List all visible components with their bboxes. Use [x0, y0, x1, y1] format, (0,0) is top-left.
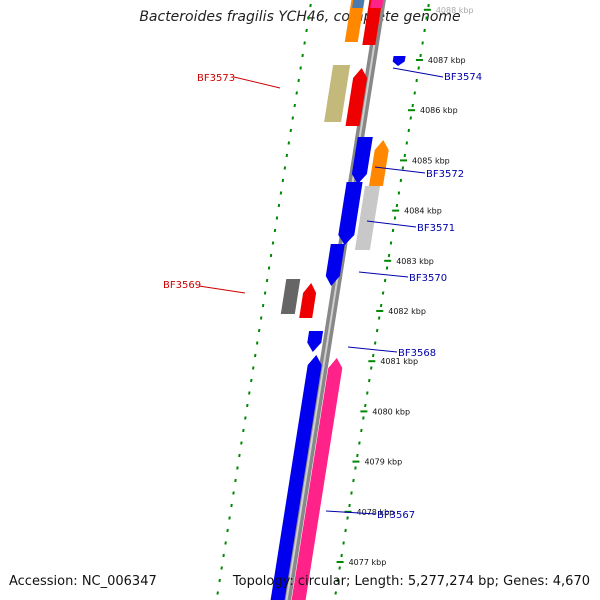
- gene-blue-bf3568: [307, 331, 324, 352]
- tick-label: 4078 kbp: [357, 508, 395, 517]
- tick-label: 4079 kbp: [364, 458, 402, 467]
- gene-blue-bf3567: [270, 355, 322, 600]
- tick-label: 4084 kbp: [404, 207, 442, 216]
- tick-label: 4088 kbp: [436, 6, 474, 15]
- gene-label: BF3568: [398, 348, 436, 359]
- genome-summary: Topology: circular; Length: 5,277,274 bp…: [232, 574, 590, 589]
- gene-blue-bf3571: [338, 182, 363, 245]
- gene-orange-bf3572: [369, 140, 389, 186]
- gene-blue-bf3572: [351, 137, 373, 184]
- gene-red-top: [362, 0, 383, 45]
- tick-label: 4080 kbp: [372, 407, 410, 416]
- gene-label: BF3572: [426, 169, 464, 180]
- tick-label: 4083 kbp: [396, 257, 434, 266]
- accession-label: Accession: NC_006347: [9, 574, 157, 589]
- tick-label: 4077 kbp: [349, 558, 387, 567]
- gene-label: BF3574: [444, 72, 482, 83]
- gene-orange-top: [344, 0, 365, 42]
- gene-label: BF3569: [163, 280, 201, 291]
- gene-red-bf3569: [299, 283, 317, 318]
- gene-blue-bf3570: [325, 244, 345, 286]
- gene-label-leader: [366, 220, 417, 228]
- gene-red-bf3573: [345, 68, 368, 126]
- tick-label: 4087 kbp: [428, 56, 466, 65]
- tick-label: 4085 kbp: [412, 156, 450, 165]
- gene-label-leader: [374, 166, 426, 174]
- gene-label-leader: [233, 76, 281, 89]
- gene-darkgray-bf3569: [280, 279, 301, 314]
- gene-label: BF3570: [409, 273, 447, 284]
- gene-label-leader: [358, 271, 409, 278]
- tick-label: 4082 kbp: [388, 307, 426, 316]
- gene-olive-bf3573: [324, 65, 351, 122]
- gene-pink-top: [370, 0, 384, 8]
- gene-steel-top: [352, 0, 365, 8]
- gene-label: BF3571: [417, 223, 455, 234]
- gene-gray-bf3571: [354, 186, 380, 250]
- gene-label: BF3567: [377, 510, 415, 521]
- gene-label: BF3573: [197, 73, 235, 84]
- gene-label-leader: [325, 510, 377, 515]
- gene-label-leader: [392, 67, 444, 78]
- gene-pink-bf3567: [291, 358, 343, 600]
- tick-label: 4086 kbp: [420, 106, 458, 115]
- gene-label-leader: [198, 285, 246, 294]
- gene-blue-bf3574: [392, 56, 406, 66]
- gene-label-leader: [347, 346, 398, 353]
- tick-label: 4081 kbp: [380, 357, 418, 366]
